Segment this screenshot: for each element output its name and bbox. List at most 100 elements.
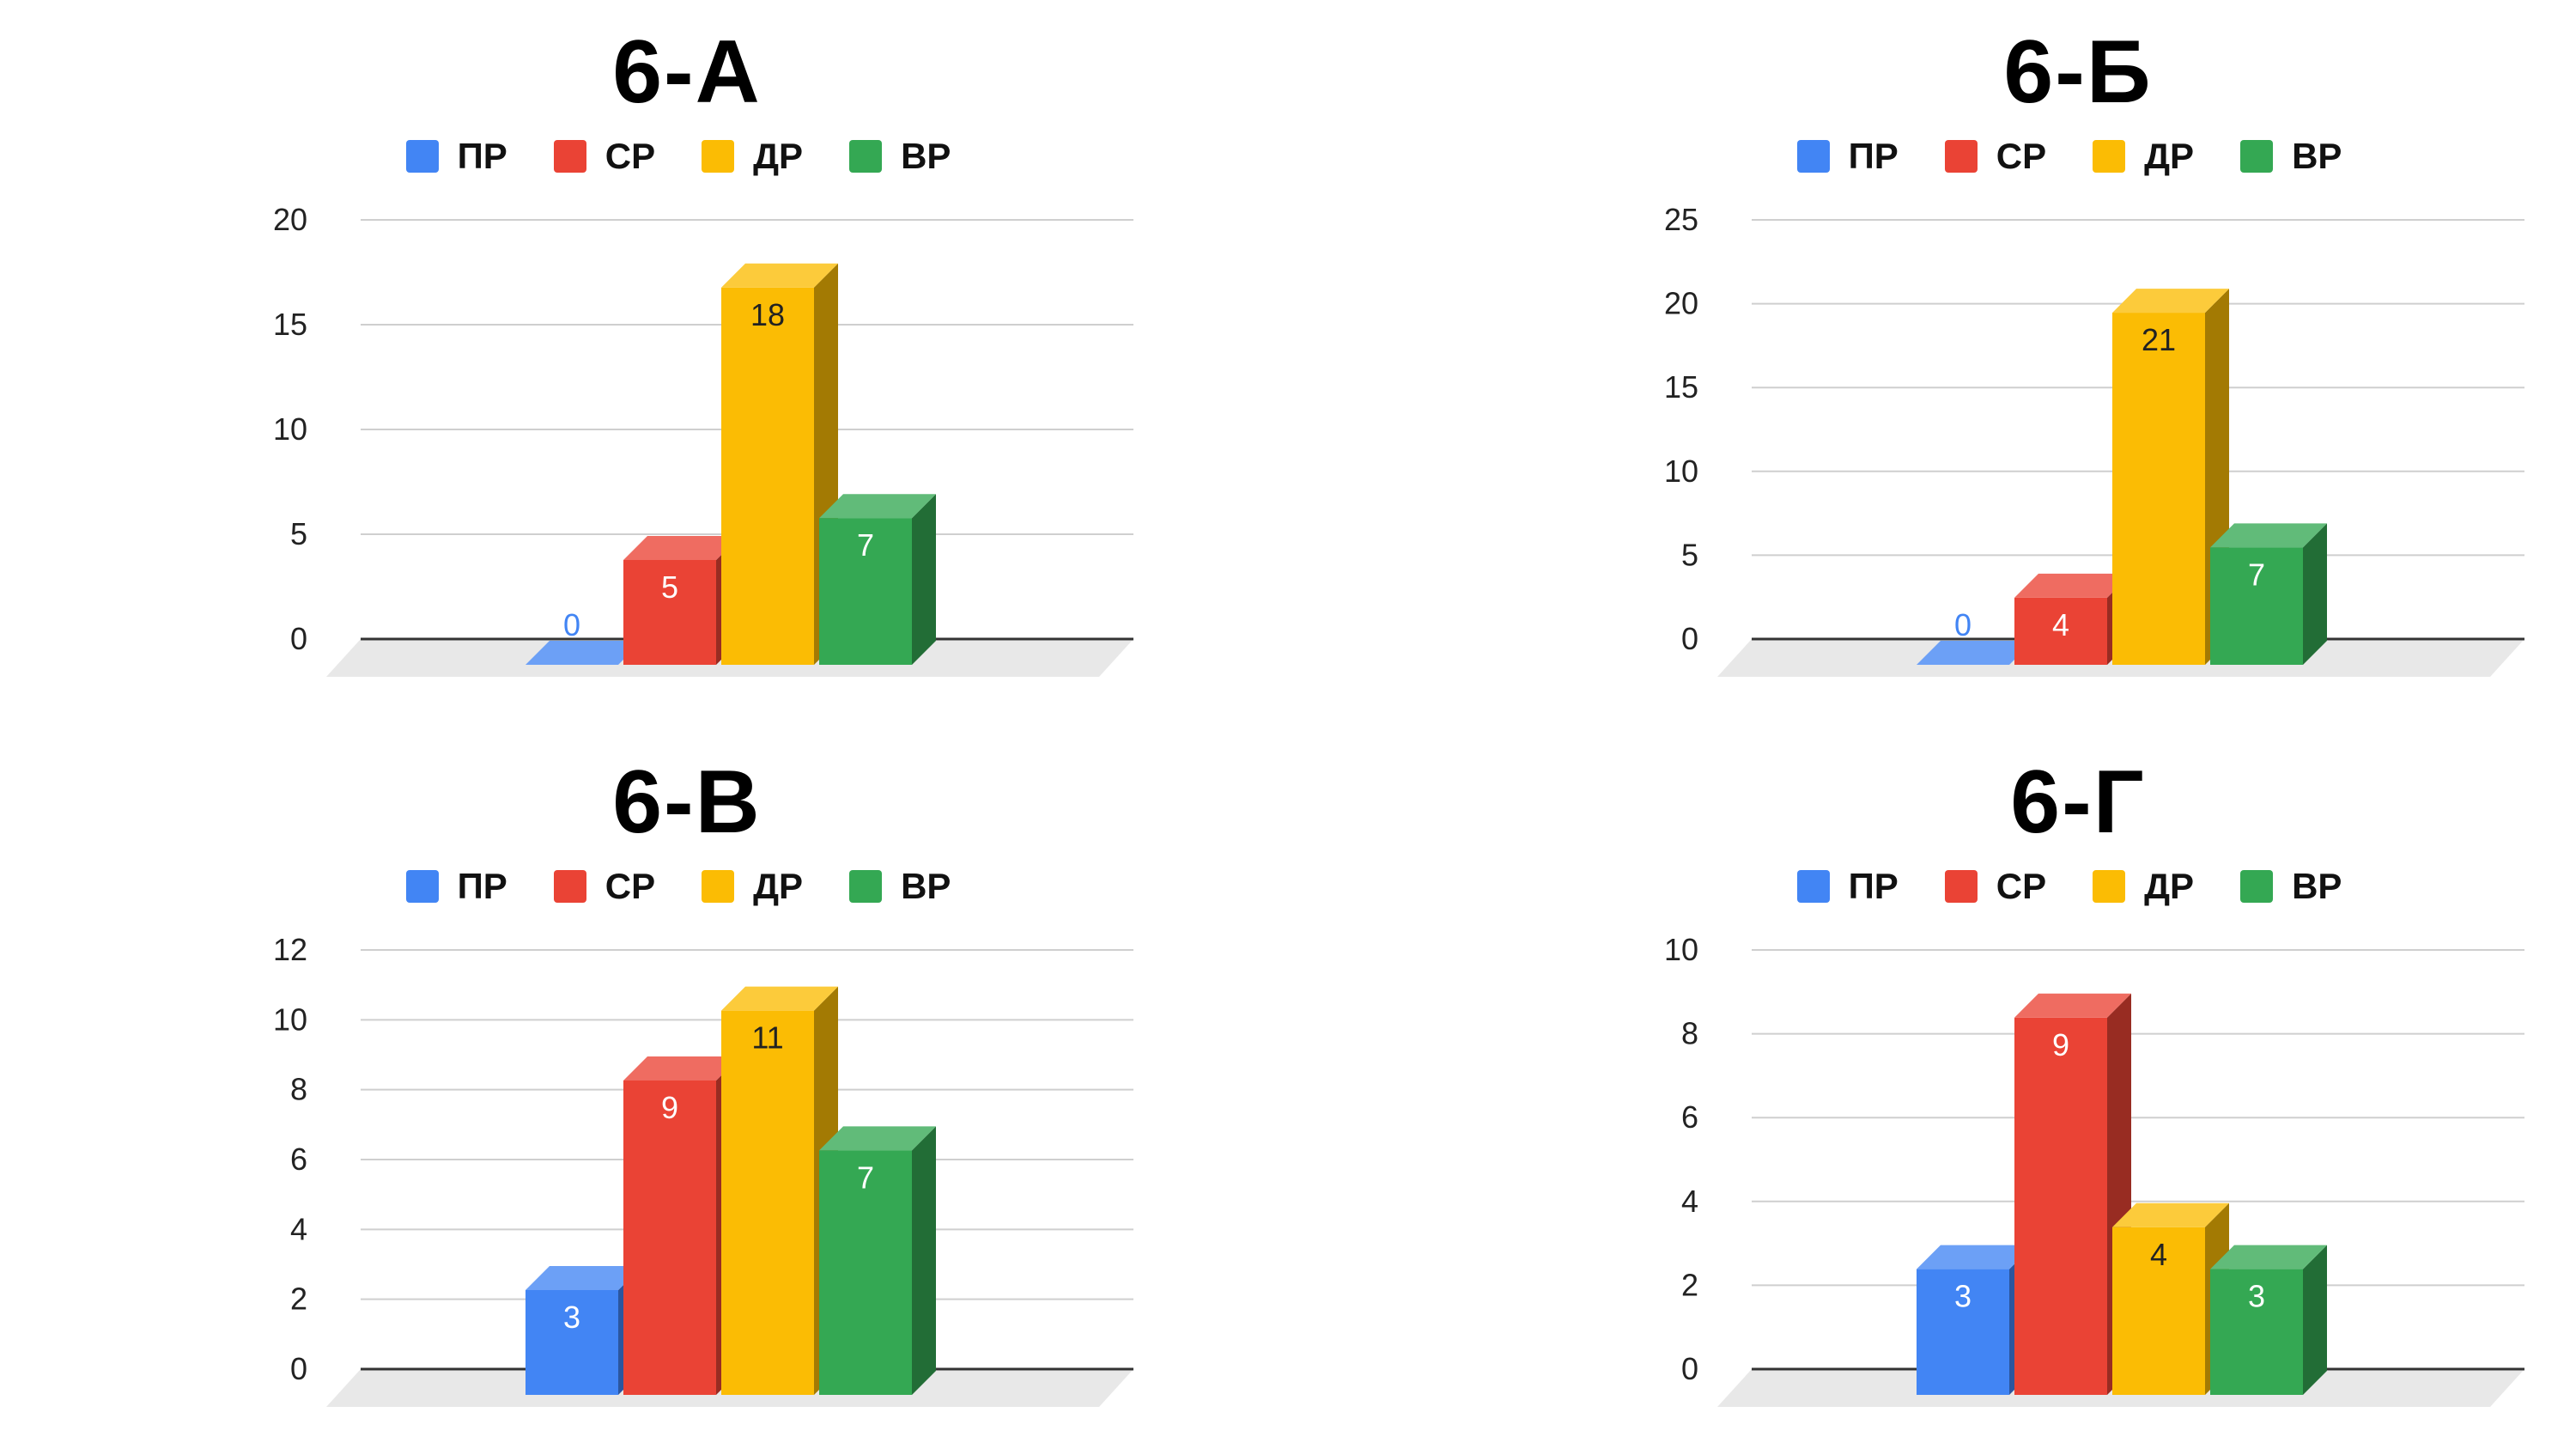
legend-item: ПР xyxy=(1796,136,1899,177)
bar-top xyxy=(721,986,838,1011)
bar xyxy=(1917,641,2033,665)
legend-item: ПР xyxy=(405,866,507,907)
data-label: 4 xyxy=(2052,607,2069,642)
legend-swatch xyxy=(553,870,586,903)
legend-item: ДР xyxy=(2093,136,2194,177)
bar-top xyxy=(2112,289,2229,314)
legend-label: ПР xyxy=(457,866,507,906)
chart-title: 6-В xyxy=(612,752,762,852)
legend-label: СР xyxy=(1996,866,2047,906)
legend-swatch xyxy=(2240,140,2274,173)
bar-side xyxy=(912,494,936,665)
chart-legend: ПР СР ДР ВР xyxy=(1382,136,2576,177)
bar-front xyxy=(2014,597,2107,665)
chart-legend: ПР СР ДР ВР xyxy=(1382,866,2576,907)
y-tick-label: 0 xyxy=(1681,621,1698,656)
legend-swatch xyxy=(702,140,735,173)
bar-front xyxy=(819,1150,912,1395)
data-label: 3 xyxy=(1954,1279,1971,1314)
bar xyxy=(2112,1202,2229,1395)
data-label: 9 xyxy=(2052,1027,2069,1062)
y-tick-label: 0 xyxy=(1681,1351,1698,1386)
bar-top xyxy=(526,1266,642,1290)
y-tick-label: 20 xyxy=(273,202,307,237)
bar-top xyxy=(1917,641,2033,665)
bar-top xyxy=(2112,1202,2229,1227)
bar-top xyxy=(819,1126,936,1151)
data-label: 18 xyxy=(750,297,785,332)
bar xyxy=(2210,1245,2327,1395)
bar-top xyxy=(526,641,642,665)
plot-area: 0 5 10 15 20 0 5 18 7 xyxy=(273,202,1133,677)
chart-panel: 6-В ПР СР ДР ВР 0 2 4 6 8 10 12 3 9 11 7 xyxy=(0,730,1288,1455)
legend-item: СР xyxy=(1944,136,2047,177)
bar-front xyxy=(2112,313,2205,665)
y-tick-label: 0 xyxy=(290,1351,307,1386)
legend-swatch xyxy=(405,870,439,903)
y-tick-label: 8 xyxy=(290,1072,307,1107)
bar-front xyxy=(1917,1269,2009,1395)
bar-top xyxy=(721,263,838,288)
legend-item: ДР xyxy=(702,136,803,177)
bar-top xyxy=(623,536,740,560)
data-label: 9 xyxy=(661,1090,678,1125)
y-tick-label: 5 xyxy=(1681,537,1698,572)
chart-title: 6-Б xyxy=(2003,22,2153,122)
legend-swatch xyxy=(553,140,586,173)
data-label: 11 xyxy=(751,1020,783,1056)
bar-front xyxy=(623,1081,716,1395)
legend-swatch xyxy=(1796,870,1830,903)
y-tick-label: 20 xyxy=(1664,286,1698,321)
y-tick-label: 4 xyxy=(290,1211,307,1246)
plot-area: 0 2 4 6 8 10 3 9 4 3 xyxy=(1664,932,2524,1407)
legend-swatch xyxy=(1944,870,1978,903)
legend-swatch xyxy=(702,870,735,903)
data-label: 0 xyxy=(1954,607,1971,642)
legend-label: СР xyxy=(605,866,656,906)
legend-label: ВР xyxy=(2292,136,2342,176)
data-label: 4 xyxy=(2150,1237,2167,1272)
legend-swatch xyxy=(1944,140,1978,173)
bar-side xyxy=(2303,523,2327,665)
chart-title: 6-А xyxy=(612,22,762,122)
data-label: 7 xyxy=(857,1160,874,1195)
bar-front xyxy=(721,1010,814,1395)
bar-front xyxy=(2014,1017,2107,1395)
y-tick-label: 5 xyxy=(290,516,307,551)
chart-panel: 6-А ПР СР ДР ВР 0 5 10 15 20 0 5 18 7 xyxy=(0,0,1288,725)
legend-label: СР xyxy=(1996,136,2047,176)
bar-top xyxy=(2014,993,2131,1018)
y-tick-label: 10 xyxy=(1664,454,1698,489)
bar-side xyxy=(912,1126,936,1395)
data-label: 0 xyxy=(563,607,580,642)
y-tick-label: 15 xyxy=(273,307,307,342)
legend-label: ДР xyxy=(2144,866,2195,906)
chart-legend: ПР СР ДР ВР xyxy=(0,136,1365,177)
bar-front xyxy=(2112,1227,2205,1395)
legend-swatch xyxy=(2093,140,2126,173)
legend-swatch xyxy=(1796,140,1830,173)
data-label: 21 xyxy=(2142,322,2176,357)
legend-label: ДР xyxy=(753,866,804,906)
bar-top xyxy=(2210,1245,2327,1269)
data-label: 3 xyxy=(2248,1279,2265,1314)
legend-swatch xyxy=(2093,870,2126,903)
legend-label: ВР xyxy=(2292,866,2342,906)
legend-swatch xyxy=(849,870,883,903)
y-tick-label: 10 xyxy=(273,411,307,447)
legend-item: ВР xyxy=(2240,866,2342,907)
y-tick-label: 6 xyxy=(290,1141,307,1177)
legend-item: ДР xyxy=(702,866,803,907)
legend-swatch xyxy=(2240,870,2274,903)
bar xyxy=(819,1126,936,1395)
chart-title: 6-Г xyxy=(2010,752,2146,852)
legend-item: СР xyxy=(1944,866,2047,907)
data-label: 5 xyxy=(661,569,678,605)
legend-item: ВР xyxy=(2240,136,2342,177)
bar xyxy=(721,263,838,665)
bar-front xyxy=(819,518,912,665)
bar-top xyxy=(1917,1245,2033,1269)
y-tick-label: 8 xyxy=(1681,1016,1698,1051)
legend-label: ПР xyxy=(1848,136,1899,176)
y-tick-label: 15 xyxy=(1664,369,1698,405)
